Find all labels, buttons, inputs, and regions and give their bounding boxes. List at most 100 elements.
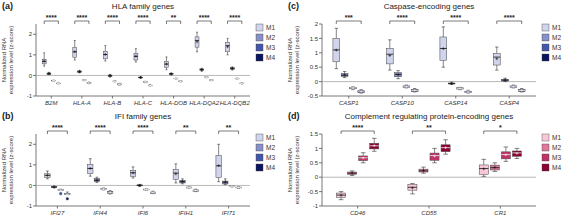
median: [45, 175, 50, 176]
box-body: [180, 180, 185, 183]
whisker-low: [516, 156, 517, 158]
box-body: [205, 76, 209, 78]
box-body: [42, 59, 46, 64]
mean-marker: [236, 77, 239, 80]
legend-swatch: [256, 154, 263, 161]
mean-marker: [102, 188, 105, 191]
box: [408, 184, 417, 194]
box-body: [395, 73, 402, 77]
box-body: [229, 185, 234, 187]
significance-label: ***: [345, 14, 353, 21]
whisker-high: [227, 38, 228, 42]
mean-marker: [144, 80, 147, 83]
legend-label: M3: [266, 44, 275, 51]
mean-marker: [433, 155, 436, 158]
box-body: [108, 75, 112, 76]
mean-marker: [210, 79, 213, 82]
x-tick: [500, 206, 501, 209]
box: [205, 76, 209, 79]
mean-marker: [413, 89, 416, 92]
mean-marker: [139, 76, 142, 79]
median: [113, 81, 117, 82]
title: Complement regulating protein-encoding g…: [345, 112, 514, 121]
box-body: [144, 189, 149, 191]
whisker-high: [434, 148, 435, 153]
cap-high: [339, 191, 344, 192]
box: [186, 186, 191, 189]
box-body: [143, 81, 147, 83]
median: [78, 71, 82, 72]
x-tick-label: CR1: [494, 210, 506, 216]
mean-marker: [411, 186, 414, 189]
box: [229, 185, 234, 188]
mean-marker: [53, 186, 56, 189]
cap-low: [443, 154, 448, 155]
whisker-low: [363, 161, 364, 163]
x-tick-label: IFI44: [93, 210, 107, 216]
median: [174, 78, 178, 79]
whisker-high: [374, 138, 375, 143]
y-tick: [319, 191, 322, 192]
legend-label: M2: [266, 144, 275, 151]
box: [341, 72, 348, 78]
whisker-high: [135, 49, 136, 54]
box: [88, 159, 93, 176]
mean-marker: [516, 152, 519, 155]
mean-marker: [458, 87, 461, 90]
mean-marker: [165, 63, 168, 66]
box-body: [45, 174, 50, 178]
y-tick: [33, 54, 36, 55]
box: [518, 89, 525, 92]
mean-marker: [88, 81, 91, 84]
box-body: [490, 165, 499, 170]
box-body: [195, 37, 199, 47]
mean-marker: [217, 164, 220, 167]
cap-high: [495, 47, 498, 48]
x-tick: [143, 96, 144, 99]
mean-marker: [104, 53, 107, 56]
outlier: [59, 192, 62, 195]
box: [173, 164, 178, 183]
mean-marker: [231, 67, 234, 70]
significance-label: ****: [229, 14, 240, 21]
x-tick: [509, 96, 510, 99]
significance-label: ****: [450, 14, 461, 21]
x-axis-line: [322, 96, 536, 97]
x-tick: [112, 96, 113, 99]
y-tick-label: 2: [29, 31, 33, 37]
legend-label: M4: [552, 164, 561, 171]
whisker-low: [496, 65, 497, 70]
box-body: [130, 171, 135, 177]
mean-marker: [351, 172, 354, 175]
y-tick: [33, 206, 36, 207]
panel-label: (b): [2, 111, 14, 121]
x-tick-label: IFI27: [51, 210, 65, 216]
reference-line: [36, 185, 250, 186]
mean-marker: [152, 191, 155, 194]
median: [441, 147, 450, 148]
mean-marker: [200, 68, 203, 71]
box-body: [349, 87, 356, 88]
cap-high: [350, 170, 355, 171]
significance-label: ****: [138, 124, 149, 131]
box-body: [386, 48, 393, 63]
y-axis-label-line: expression level (z-score): [294, 26, 300, 94]
mean-marker: [109, 191, 112, 194]
x-tick-label: IFI71: [222, 210, 236, 216]
y-axis-label: Normalized RNAexpression level (z-score): [1, 26, 14, 94]
median: [108, 75, 112, 76]
mean-marker: [482, 167, 485, 170]
significance-label: ****: [107, 14, 118, 21]
box: [479, 159, 488, 176]
box-body: [403, 86, 410, 87]
box: [236, 186, 241, 189]
mean-marker: [224, 181, 227, 184]
x-tick: [402, 96, 403, 99]
mean-marker: [343, 73, 346, 76]
cap-high: [504, 146, 509, 147]
cap-low: [135, 62, 137, 63]
whisker-high: [516, 148, 517, 151]
mean-marker: [78, 70, 81, 73]
box: [65, 192, 70, 200]
y-tick-label: -0.5: [308, 189, 319, 195]
